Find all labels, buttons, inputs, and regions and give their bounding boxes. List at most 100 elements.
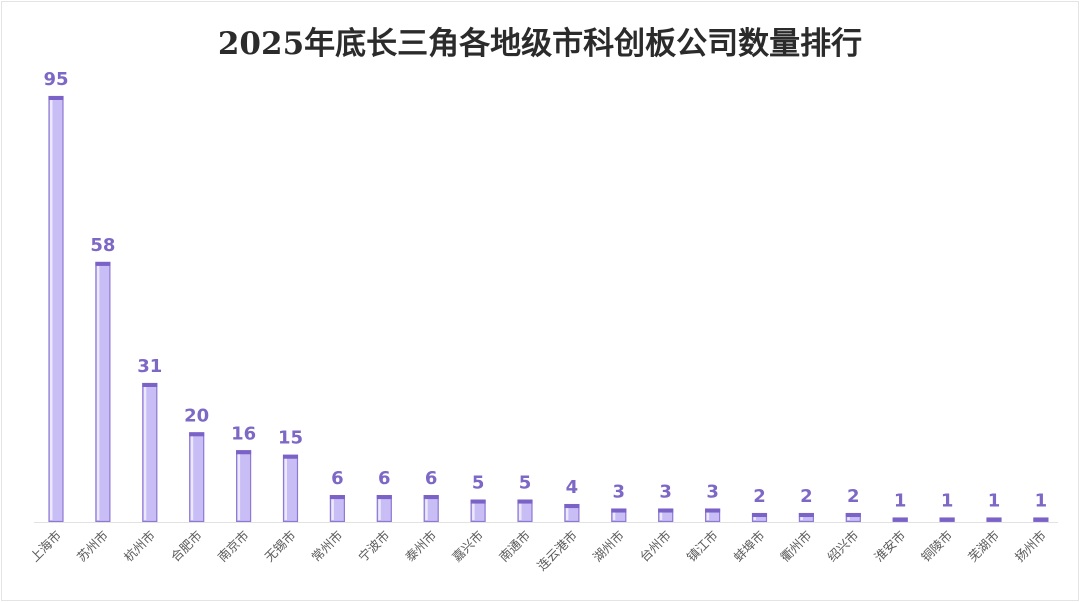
bar-body (845, 513, 861, 522)
category-label: 衢州市 (777, 528, 814, 565)
bar-cap (48, 96, 64, 100)
bar-cap (611, 508, 627, 513)
bar-value-label: 3 (659, 482, 672, 503)
bar-highlight (378, 497, 381, 520)
bar (986, 517, 1002, 523)
bar-highlight (519, 501, 522, 520)
category-label: 宁波市 (355, 528, 392, 565)
bar-cap (329, 495, 345, 500)
bar-cap (564, 504, 580, 509)
category-label: 芜湖市 (965, 528, 1002, 565)
bar-value-label: 6 (425, 468, 438, 489)
bar-value-label: 20 (184, 405, 209, 426)
bar (845, 512, 861, 523)
bar-value-label: 2 (847, 486, 860, 507)
bar-cap (189, 432, 205, 437)
bar-body (752, 513, 767, 522)
bar-cap (752, 513, 767, 518)
bar (236, 450, 252, 523)
category-label: 镇江市 (684, 528, 721, 565)
bar (423, 494, 439, 523)
category-label: 上海市 (27, 528, 64, 565)
bar-cap (236, 450, 252, 455)
chart-title: 2025年底长三角各地级市科创板公司数量排行 (217, 26, 863, 62)
category-label: 绍兴市 (824, 528, 861, 565)
bar (329, 494, 345, 523)
category-label: 蚌埠市 (730, 528, 767, 565)
bar (798, 512, 815, 523)
bar-value-label: 6 (378, 468, 391, 489)
bar-value-label: 4 (566, 477, 579, 498)
bar (939, 517, 955, 523)
bar-highlight (472, 501, 475, 520)
bar-highlight (659, 510, 663, 520)
bar-cap (658, 508, 674, 513)
bar (517, 499, 533, 523)
bar (470, 499, 486, 523)
bar-cap (376, 495, 392, 500)
bar-cap (95, 261, 111, 266)
bar-value-label: 1 (894, 491, 907, 512)
category-label: 常州市 (308, 528, 345, 565)
bar (892, 517, 908, 523)
bar (564, 503, 580, 523)
bar-highlight (706, 510, 710, 520)
bar-value-label: 95 (43, 69, 68, 90)
bar-value-label: 2 (800, 486, 813, 507)
bar-body (798, 513, 814, 522)
bar-highlight (143, 384, 147, 520)
bar-value-label: 1 (941, 491, 954, 512)
category-label: 铜陵市 (918, 528, 955, 565)
category-labels-layer: 上海市 苏州市 杭州市 合肥市 南京市 无锡市 常州市 宁波市 泰州市 嘉兴市 南通市 连云港市 湖州市… (27, 528, 1049, 574)
bar (376, 494, 392, 523)
bar-highlight (96, 263, 100, 520)
bar-value-label: 58 (90, 235, 115, 256)
bar-cap (1033, 517, 1049, 522)
bar-value-label: 1 (1035, 491, 1048, 512)
category-label: 杭州市 (121, 528, 158, 565)
bar-value-label: 16 (231, 423, 256, 444)
bar-highlight (847, 515, 850, 520)
bar-cap (892, 517, 908, 522)
bar-highlight (50, 98, 53, 520)
category-label: 台州市 (637, 528, 674, 565)
category-label: 泰州市 (402, 528, 439, 565)
bar (189, 432, 205, 523)
category-label: 嘉兴市 (449, 528, 486, 565)
category-label: 扬州市 (1012, 528, 1049, 565)
category-label: 合肥市 (168, 528, 205, 565)
bar-highlight (565, 506, 569, 520)
category-label: 南京市 (215, 528, 252, 565)
bar-highlight (753, 515, 756, 520)
value-labels-layer: 95 58 31 20 16 15 6 6 6 5 5 4 3 3 3 2 2 2 1 1 1 1 (43, 69, 1047, 512)
bar-value-label: 15 (278, 428, 303, 449)
bar-cap (705, 508, 721, 513)
bar-value-label: 6 (331, 468, 344, 489)
bar (704, 508, 721, 523)
bar-cap (845, 513, 861, 518)
bar-highlight (284, 456, 287, 520)
category-label: 南通市 (496, 528, 533, 565)
bar-value-label: 31 (137, 356, 162, 377)
bar-cap (283, 454, 298, 459)
bar-cap (517, 499, 533, 504)
bar-highlight (612, 510, 616, 520)
bar-value-label: 3 (613, 482, 626, 503)
bar-value-label: 3 (706, 482, 719, 503)
bar (95, 261, 111, 523)
bar-value-label: 5 (472, 473, 485, 494)
bar (751, 512, 768, 523)
bar (142, 382, 158, 523)
bar (611, 508, 627, 523)
bar (48, 95, 64, 523)
category-label: 湖州市 (590, 528, 627, 565)
bar (658, 508, 674, 523)
bar-cap (142, 382, 158, 387)
category-label: 无锡市 (261, 528, 298, 565)
bar-value-label: 1 (988, 491, 1001, 512)
bar-highlight (237, 452, 241, 520)
bar (282, 454, 299, 523)
category-label: 连云港市 (534, 528, 580, 574)
